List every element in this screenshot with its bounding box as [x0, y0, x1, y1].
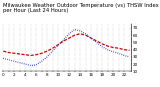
Text: Milwaukee Weather Outdoor Temperature (vs) THSW Index per Hour (Last 24 Hours): Milwaukee Weather Outdoor Temperature (v…: [3, 3, 159, 13]
